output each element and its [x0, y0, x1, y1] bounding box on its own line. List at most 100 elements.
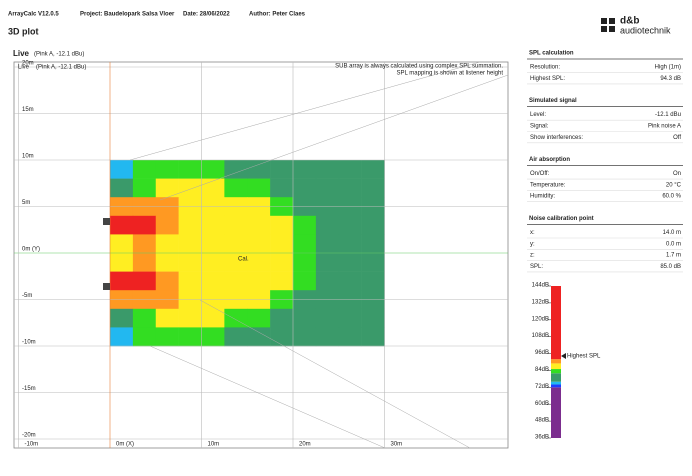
heatmap-cell — [315, 215, 340, 235]
colorbar-band — [551, 286, 561, 360]
heatmap-cell — [315, 308, 340, 328]
heatmap-cell — [155, 160, 179, 179]
heatmap-cell — [247, 178, 271, 198]
heatmap-cell — [201, 234, 225, 254]
coverage-line — [159, 74, 509, 201]
coverage-line — [129, 61, 481, 161]
heatmap-cell — [201, 327, 225, 347]
heatmap-cell — [293, 234, 317, 254]
heatmap-cell — [132, 160, 157, 179]
logo-square — [601, 26, 607, 32]
colorbar-band — [551, 369, 561, 374]
logo-square — [609, 18, 615, 24]
heatmap-cell — [338, 178, 362, 198]
heatmap-cell — [201, 178, 225, 198]
y-tick-label: 5m — [22, 200, 30, 206]
logo-text: d&b — [620, 16, 639, 27]
row-label: Humidity: — [530, 194, 555, 200]
heatmap-cell — [270, 271, 294, 291]
logo-square — [601, 18, 607, 24]
row-value: 14.0 m — [663, 230, 681, 236]
plot-title: Live — [13, 49, 30, 58]
heatmap-cell — [178, 327, 202, 347]
heatmap-cell — [132, 308, 157, 328]
row-label: Level: — [530, 112, 546, 118]
row-value: Pink noise A — [648, 123, 681, 129]
heatmap-cell — [315, 178, 340, 198]
heatmap-cell — [315, 327, 340, 347]
heatmap-cell — [224, 308, 248, 328]
heatmap-cell — [293, 327, 317, 347]
colorbar-label: 120dB — [532, 316, 549, 322]
heatmap-cell — [270, 308, 294, 328]
y-tick-label: 10m — [22, 154, 34, 160]
row-value: 94.3 dB — [660, 76, 681, 82]
heatmap-cell — [338, 215, 362, 235]
heatmap-cell — [247, 160, 271, 179]
heatmap-cell — [361, 160, 385, 179]
heatmap-cell — [155, 215, 179, 235]
heatmap-cell — [178, 160, 202, 179]
section-title: Simulated signal — [529, 98, 577, 104]
heatmap-cell — [110, 253, 134, 272]
heatmap-cell — [224, 160, 248, 179]
heatmap-cell — [338, 253, 362, 272]
heatmap-cell — [201, 271, 225, 291]
coverage-line — [199, 299, 471, 449]
row-value: Off — [673, 135, 681, 141]
row-value: 0.0 m — [666, 241, 681, 247]
heatmap-cell — [155, 271, 179, 291]
heatmap-cell — [201, 308, 225, 328]
colorbar-label: 96dB — [535, 350, 549, 356]
section-title: SPL calculation — [529, 51, 574, 57]
colorbar-band — [551, 387, 561, 438]
section-title: Air absorption — [529, 157, 570, 163]
heatmap-cell — [110, 178, 134, 198]
colorbar-band — [551, 384, 561, 388]
heatmap-cell — [178, 271, 202, 291]
heatmap-cell — [270, 234, 294, 254]
note: SPL mapping is shown at listener height — [396, 71, 503, 77]
row-value: 60.0 % — [662, 194, 681, 200]
heatmap-cell — [224, 327, 248, 347]
heatmap-cell — [361, 271, 385, 291]
colorbar-label: 144dB — [532, 283, 549, 289]
heatmap-cell — [293, 271, 317, 291]
heatmap-cell — [110, 327, 134, 347]
row-label: Highest SPL: — [530, 76, 565, 82]
x-tick-label: 0m (X) — [116, 442, 134, 448]
colorbar-band — [551, 373, 561, 382]
page-title: 3D plot — [8, 26, 39, 36]
heatmap-cell — [247, 271, 271, 291]
heatmap-cell — [338, 308, 362, 328]
row-label: x: — [530, 230, 535, 236]
plot: 20m 15m 10m 5m 0m (Y) -5m -10m -15m -20m -10m 0m (… — [13, 61, 509, 449]
y-tick-label: 15m — [22, 107, 34, 113]
author: Author: Peter Claes — [249, 12, 306, 18]
heatmap-cell — [270, 215, 294, 235]
y-tick-label: -5m — [22, 293, 32, 299]
heatmap-cell — [201, 160, 225, 179]
plot-subtitle: (Pink A, -12.1 dBu) — [34, 52, 84, 58]
y-tick-label: -20m — [22, 433, 36, 439]
row-value: -12.1 dBu — [655, 112, 681, 118]
x-tick-label: 30m — [391, 442, 403, 448]
heatmap-cell — [178, 178, 202, 198]
row-value: 20 °C — [666, 182, 682, 188]
row-label: Signal: — [530, 123, 549, 129]
heatmap-cell — [361, 234, 385, 254]
heatmap-cell — [224, 215, 248, 235]
heatmap-cell — [338, 327, 362, 347]
colorbar-label: 132dB — [532, 299, 549, 305]
row-label: Temperature: — [530, 182, 566, 188]
heatmap-cell — [110, 234, 134, 254]
row-label: Resolution: — [530, 65, 560, 71]
colorbar-band — [551, 363, 561, 370]
row-label: Show interferences: — [530, 135, 583, 141]
heatmap-cell — [338, 234, 362, 254]
logo-square — [609, 26, 615, 32]
heatmap-cell — [361, 327, 385, 347]
highest-spl-marker — [561, 352, 566, 359]
colorbar-band — [551, 381, 561, 385]
